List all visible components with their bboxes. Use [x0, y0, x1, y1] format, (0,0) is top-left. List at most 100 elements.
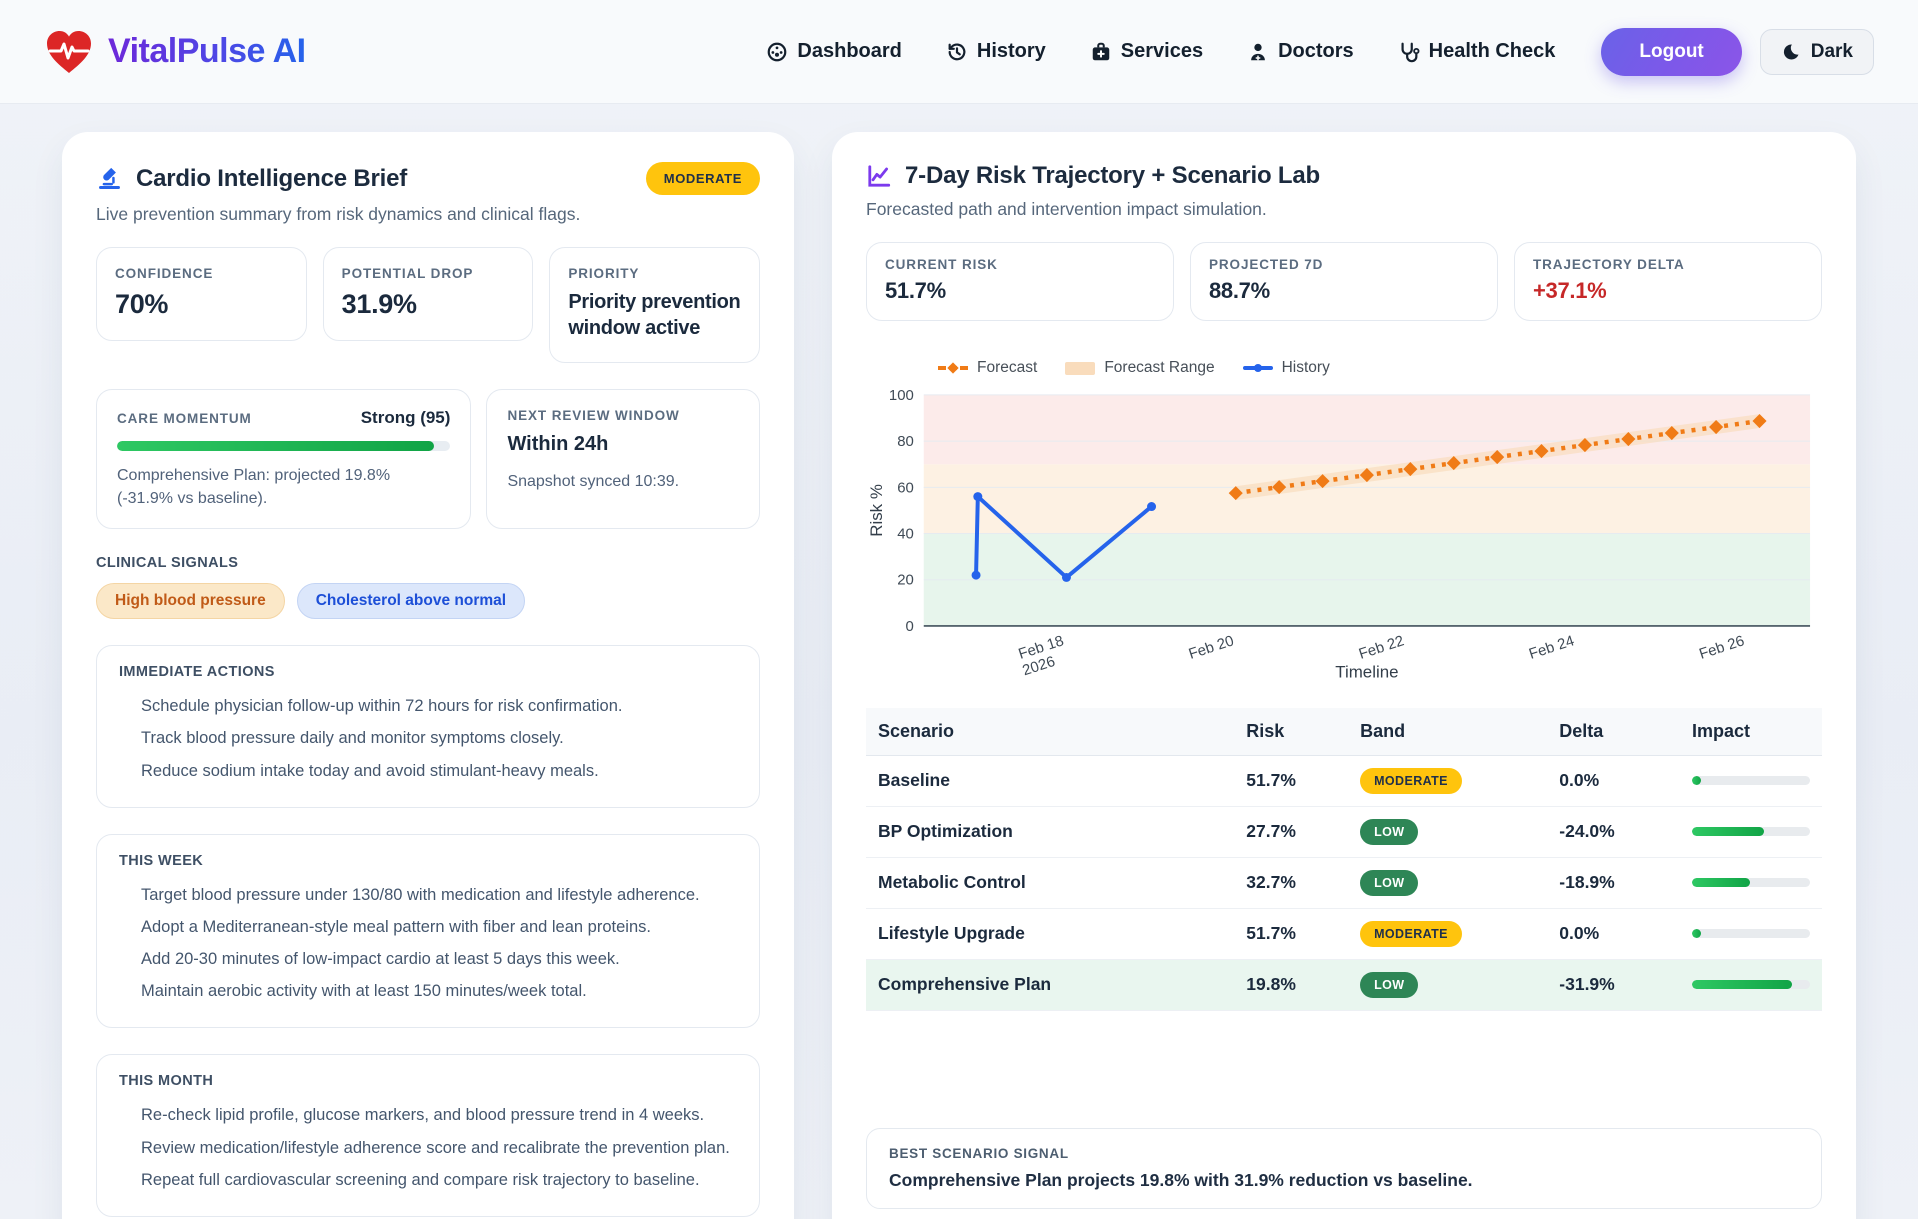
band-badge: LOW — [1360, 971, 1419, 998]
band-badge: MODERATE — [1360, 920, 1462, 947]
list-item: Adopt a Mediterranean-style meal pattern… — [141, 917, 651, 936]
scenario-table: Scenario Risk Band Delta Impact Baseline… — [866, 707, 1822, 1011]
this-month-heading: THIS MONTH — [119, 1073, 214, 1090]
care-momentum-score: Strong (95) — [360, 407, 451, 427]
stat-card-projected-7d: PROJECTED 7D 88.7% — [1190, 242, 1498, 321]
history-swatch — [1242, 364, 1273, 372]
list-item: Schedule physician follow-up within 72 h… — [141, 697, 623, 716]
best-scenario-box: BEST SCENARIO SIGNAL Comprehensive Plan … — [866, 1127, 1822, 1209]
cell-risk: 51.7% — [1234, 908, 1349, 960]
impact-bar-fill — [1691, 878, 1750, 888]
risk-level-badge: MODERATE — [645, 162, 760, 195]
band-badge: LOW — [1360, 818, 1419, 845]
impact-bar-track — [1691, 776, 1810, 786]
immediate-actions-list: Schedule physician follow-up within 72 h… — [119, 690, 737, 787]
stat-label: PROJECTED 7D — [1209, 257, 1324, 272]
col-header-impact: Impact — [1679, 707, 1822, 756]
next-review-caption: Snapshot synced 10:39. — [507, 472, 680, 490]
brief-stats-row: CONFIDENCE 70% POTENTIAL DROP 31.9% PRIO… — [96, 247, 761, 363]
cell-band: MODERATE — [1348, 755, 1548, 807]
impact-bar-track — [1691, 827, 1810, 837]
legend-item-history: History — [1242, 359, 1330, 377]
main-nav: Dashboard History Services Doctors Healt… — [766, 40, 1555, 63]
impact-bar-fill — [1691, 827, 1764, 837]
svg-text:0: 0 — [905, 618, 913, 635]
cell-impact — [1679, 755, 1822, 807]
list-item: Re-check lipid profile, glucose markers,… — [141, 1106, 705, 1125]
services-icon — [1092, 42, 1110, 60]
legend-label: Forecast Range — [1104, 359, 1215, 376]
stat-label: CURRENT RISK — [885, 257, 998, 272]
brand-name: VitalPulse AI — [108, 32, 306, 70]
stat-value: 88.7% — [1209, 278, 1270, 303]
col-header-scenario: Scenario — [866, 707, 1235, 756]
cell-risk: 27.7% — [1234, 806, 1349, 858]
trajectory-title: 7-Day Risk Trajectory + Scenario Lab — [905, 162, 1320, 189]
cell-impact — [1679, 806, 1822, 858]
stat-value: Priority prevention window active — [568, 291, 741, 340]
cell-impact — [1679, 908, 1822, 960]
brief-icon — [99, 167, 120, 189]
svg-text:Feb 20: Feb 20 — [1187, 632, 1236, 663]
cell-scenario: Lifestyle Upgrade — [866, 908, 1235, 960]
svg-text:40: 40 — [897, 526, 914, 543]
stat-card-potential-drop: POTENTIAL DROP 31.9% — [322, 247, 534, 341]
impact-bar-track — [1691, 878, 1810, 888]
top-navigation-bar: VitalPulse AI Dashboard History Services… — [0, 0, 1918, 104]
cell-delta: -31.9% — [1547, 959, 1680, 1011]
scenario-table-header-row: Scenario Risk Band Delta Impact — [866, 707, 1822, 756]
dark-mode-label: Dark — [1810, 40, 1853, 62]
table-row: Baseline 51.7% MODERATE 0.0% — [866, 755, 1822, 807]
dark-mode-toggle[interactable]: Dark — [1759, 28, 1874, 75]
stat-label: PRIORITY — [568, 266, 640, 281]
cell-risk: 32.7% — [1234, 857, 1349, 909]
svg-text:60: 60 — [897, 479, 914, 496]
band-badge: MODERATE — [1360, 767, 1462, 794]
next-review-value: Within 24h — [507, 432, 609, 455]
cell-impact — [1679, 959, 1822, 1011]
list-item: Add 20-30 minutes of low-impact cardio a… — [141, 950, 620, 969]
list-item: Maintain aerobic activity with at least … — [141, 982, 587, 1001]
nav-item-history[interactable]: History — [946, 40, 1046, 63]
cell-delta: 0.0% — [1547, 755, 1680, 807]
this-week-list: Target blood pressure under 130/80 with … — [119, 879, 737, 1008]
table-row: Lifestyle Upgrade 51.7% MODERATE 0.0% — [866, 908, 1822, 960]
brand: VitalPulse AI — [44, 29, 306, 75]
svg-text:Risk %: Risk % — [867, 484, 886, 537]
nav-item-health-check[interactable]: Health Check — [1398, 40, 1556, 63]
nav-item-services[interactable]: Services — [1090, 40, 1203, 63]
nav-label-health-check: Health Check — [1428, 40, 1556, 62]
legend-item-forecast: Forecast — [938, 359, 1037, 377]
care-momentum-label: CARE MOMENTUM — [117, 410, 252, 426]
band-badge: LOW — [1360, 869, 1419, 896]
nav-label-history: History — [976, 40, 1046, 62]
cell-scenario: BP Optimization — [866, 806, 1235, 858]
trajectory-subtitle: Forecasted path and intervention impact … — [866, 199, 1267, 219]
stat-label: CONFIDENCE — [115, 266, 214, 281]
nav-item-doctors[interactable]: Doctors — [1247, 40, 1354, 63]
stat-card-confidence: CONFIDENCE 70% — [96, 247, 307, 341]
svg-text:20: 20 — [897, 572, 914, 589]
forecast-swatch — [938, 362, 968, 374]
logout-button[interactable]: Logout — [1601, 27, 1742, 76]
cell-risk: 19.8% — [1234, 959, 1349, 1011]
moon-icon — [1783, 43, 1799, 59]
list-item: Target blood pressure under 130/80 with … — [141, 885, 700, 904]
momentum-caption: Comprehensive Plan: projected 19.8% (-31… — [117, 466, 391, 507]
risk-trajectory-panel: 7-Day Risk Trajectory + Scenario Lab For… — [832, 132, 1856, 1219]
this-month-box: THIS MONTH Re-check lipid profile, gluco… — [96, 1054, 760, 1217]
cardio-brief-panel: Cardio Intelligence Brief MODERATE Live … — [62, 132, 794, 1219]
svg-text:Feb 26: Feb 26 — [1697, 632, 1746, 663]
best-scenario-label: BEST SCENARIO SIGNAL — [889, 1145, 1069, 1161]
forecast-range-swatch — [1065, 361, 1096, 375]
signal-pill-cholesterol: Cholesterol above normal — [296, 583, 526, 620]
next-review-card: NEXT REVIEW WINDOW Within 24h Snapshot s… — [486, 388, 760, 530]
stat-value: 31.9% — [341, 289, 417, 319]
nav-label-doctors: Doctors — [1278, 40, 1354, 62]
cell-scenario: Metabolic Control — [866, 857, 1235, 909]
nav-item-dashboard[interactable]: Dashboard — [766, 40, 902, 63]
nav-label-services: Services — [1120, 40, 1204, 62]
svg-text:80: 80 — [897, 433, 914, 450]
momentum-bar-fill — [117, 440, 434, 451]
trajectory-header: 7-Day Risk Trajectory + Scenario Lab — [866, 162, 1822, 190]
